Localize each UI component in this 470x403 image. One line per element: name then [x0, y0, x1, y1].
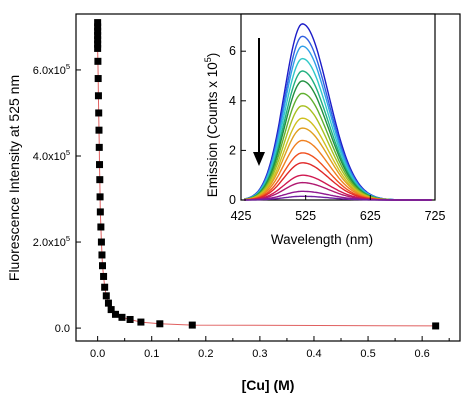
- inset-y-tick-label: 6: [229, 44, 236, 58]
- y-tick-exponent: 5: [66, 234, 70, 243]
- y-tick-exponent: 5: [66, 148, 70, 157]
- data-point: [101, 283, 109, 291]
- data-point: [107, 306, 115, 314]
- data-point: [97, 238, 105, 246]
- emission-curve: [244, 195, 432, 201]
- inset-x-tick-label: 425: [231, 209, 252, 223]
- inset-y-tick-label: 0: [229, 193, 236, 207]
- x-tick-label: 0.1: [144, 348, 159, 360]
- data-point: [94, 57, 102, 65]
- data-point: [111, 310, 119, 318]
- data-point: [188, 321, 196, 329]
- data-point: [96, 208, 104, 216]
- y-axis-title: Fluorescence Intensity at 525 nm: [6, 75, 22, 281]
- x-tick-label: 0.6: [414, 348, 429, 360]
- data-point: [102, 292, 110, 300]
- x-tick-label: 0.2: [198, 348, 213, 360]
- data-point: [95, 126, 103, 134]
- data-point: [94, 44, 102, 52]
- data-point: [432, 322, 440, 330]
- inset-x-tick-label: 725: [425, 209, 446, 223]
- inset-x-tick-label: 625: [360, 209, 381, 223]
- inset-y-title-close: ): [205, 53, 220, 58]
- data-point: [94, 40, 102, 48]
- inset-x-tick-label: 525: [295, 209, 316, 223]
- data-point: [97, 223, 105, 231]
- data-point: [137, 318, 145, 326]
- data-point: [98, 251, 106, 259]
- data-point: [96, 176, 104, 184]
- data-point: [94, 23, 102, 31]
- x-axis-title: [Cu] (M): [242, 377, 295, 393]
- data-point: [94, 36, 102, 44]
- inset-y-tick-label: 2: [229, 143, 236, 157]
- x-tick-label: 0.0: [90, 348, 105, 360]
- data-point: [156, 320, 164, 328]
- data-point: [94, 27, 102, 35]
- y-tick-label: 2.0x105: [33, 234, 70, 249]
- data-point: [118, 313, 126, 321]
- data-point: [96, 161, 104, 169]
- data-point: [94, 32, 102, 40]
- data-point: [126, 315, 134, 323]
- data-point: [94, 19, 102, 27]
- decrease-arrow: [253, 38, 265, 166]
- data-point: [95, 109, 103, 117]
- x-tick-label: 0.5: [360, 348, 375, 360]
- data-point: [95, 143, 103, 151]
- inset-y-title-exponent: 5: [203, 57, 213, 62]
- data-point: [94, 75, 102, 83]
- inset-y-tick-label: 4: [229, 94, 236, 108]
- data-point: [96, 193, 104, 201]
- y-tick-label: 6.0x105: [33, 62, 70, 77]
- data-point: [104, 299, 112, 307]
- x-tick-label: 0.4: [306, 348, 321, 360]
- x-tick-label: 0.3: [252, 348, 267, 360]
- data-point: [100, 272, 108, 280]
- inset-y-axis-title: Emission (Counts x 105): [203, 53, 220, 198]
- y-tick-exponent: 5: [66, 62, 70, 71]
- y-tick-label: 4.0x105: [33, 148, 70, 163]
- data-point: [94, 92, 102, 100]
- data-point: [99, 262, 107, 270]
- inset-y-title-main: Emission (Counts x 10: [205, 62, 220, 197]
- y-tick-label: 0.0: [55, 323, 70, 335]
- inset-x-axis-title: Wavelength (nm): [271, 232, 373, 247]
